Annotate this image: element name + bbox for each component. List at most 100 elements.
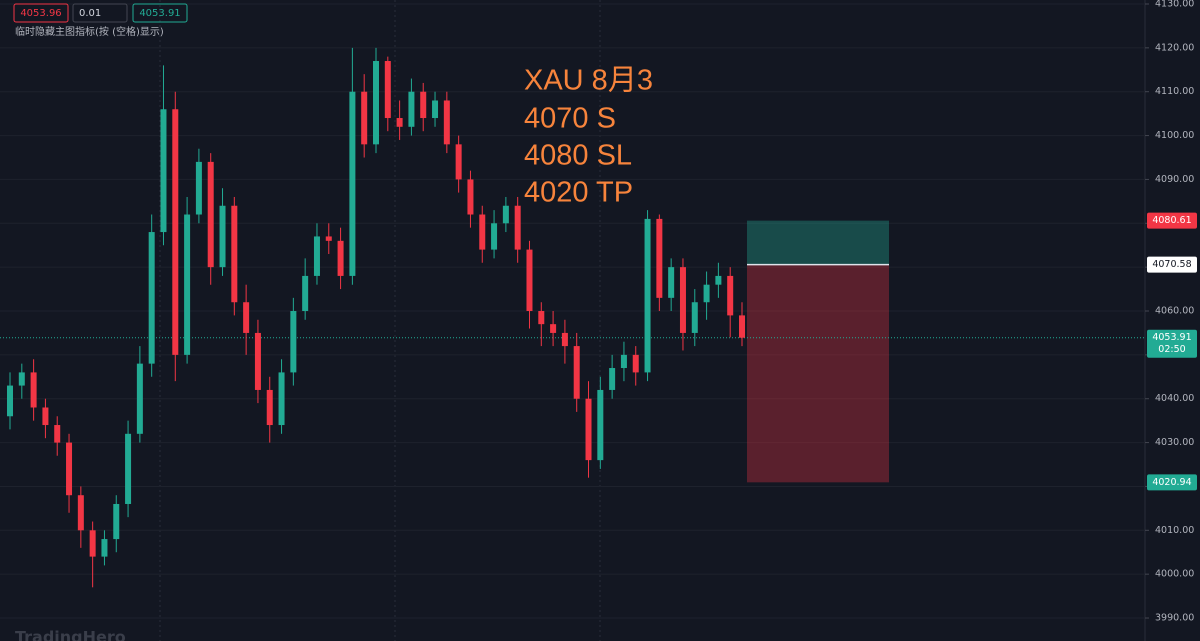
candle-body <box>420 91 427 119</box>
hint: 临时隐藏主图指标(按 (空格)显示) <box>15 25 164 38</box>
candle-body <box>42 407 49 426</box>
candle-body <box>668 267 675 298</box>
price-tag-label: 4070.58 <box>1152 259 1191 270</box>
candle-body <box>172 109 179 355</box>
candle-body <box>396 118 403 127</box>
target-zone <box>747 264 889 483</box>
annotation: 4070 S <box>524 103 616 135</box>
y-tick-label: 4100.00 <box>1155 130 1194 141</box>
candle-body <box>573 346 580 399</box>
candle-body <box>66 442 73 496</box>
buy-price[interactable]: 4053.91 <box>139 8 180 19</box>
candle-body <box>597 389 604 461</box>
candle-body <box>219 205 226 268</box>
countdown: 02:50 <box>1158 344 1185 355</box>
toolbar: 4053.96 0.01 4053.91 临时隐藏主图指标(按 (空格)显示) <box>13 3 188 38</box>
candle-body <box>715 275 722 285</box>
candle-body <box>349 91 356 276</box>
candle-body <box>526 249 533 312</box>
candle-body <box>408 91 415 127</box>
candle-body <box>18 372 25 386</box>
candle-body <box>656 218 663 298</box>
candle-body <box>502 205 509 224</box>
candle-body <box>585 398 592 461</box>
grid <box>0 3 1145 619</box>
candle-body <box>561 332 568 347</box>
candle-body <box>195 161 202 215</box>
candle-body <box>609 368 616 390</box>
y-tick-label: 4120.00 <box>1155 42 1194 53</box>
candle-body <box>207 161 214 268</box>
stop-zone <box>747 220 889 265</box>
annotation: 4080 SL <box>524 140 632 172</box>
qty-box[interactable] <box>72 3 128 23</box>
candle-body <box>455 144 462 180</box>
price-tag <box>1147 474 1197 491</box>
candle-body <box>254 332 261 390</box>
y-tick-label: 4110.00 <box>1155 86 1194 97</box>
candle-body <box>337 240 344 276</box>
y-tick-label: 4040.00 <box>1155 393 1194 404</box>
price-tag-label: 4080.61 <box>1152 215 1191 226</box>
candle-body <box>101 539 108 557</box>
watermark: TradingHero <box>15 628 126 641</box>
candle-body <box>620 354 627 369</box>
qty[interactable]: 0.01 <box>79 8 101 19</box>
candle-body <box>148 232 155 364</box>
candle-body <box>278 372 285 426</box>
candle-body <box>89 530 96 557</box>
candle-body <box>184 214 191 355</box>
candle-body <box>30 372 37 408</box>
candle-body <box>550 324 557 333</box>
candle-body <box>290 311 297 373</box>
candle-body <box>384 61 391 119</box>
price-tag-label: 4020.94 <box>1152 477 1191 488</box>
candle-body <box>231 205 238 303</box>
annotation: 4020 TP <box>524 177 633 209</box>
candle-body <box>443 100 450 145</box>
y-tick-label: 4130.00 <box>1155 0 1194 9</box>
candle-body <box>691 302 698 333</box>
annotation: XAU 8月3 <box>524 65 653 97</box>
candle-body <box>136 363 143 434</box>
candle-body <box>125 433 132 504</box>
candle-body <box>77 495 84 531</box>
y-tick-label: 4000.00 <box>1155 569 1194 580</box>
candle-body <box>373 61 379 145</box>
candle-body <box>467 179 474 215</box>
candle-body <box>313 236 320 276</box>
y-tick-label: 4090.00 <box>1155 174 1194 185</box>
candle-body <box>739 315 745 338</box>
sell-price[interactable]: 4053.96 <box>20 8 61 19</box>
buy-box[interactable] <box>132 3 188 23</box>
price-tag-label: 4053.91 <box>1152 332 1191 343</box>
candle-body <box>113 503 120 540</box>
candle-body <box>538 311 545 325</box>
candle-body <box>160 109 167 233</box>
candle-body <box>325 236 332 241</box>
candle-body <box>644 218 651 373</box>
candle-body <box>266 389 273 426</box>
candle-body <box>361 91 368 145</box>
marks <box>0 47 1145 588</box>
price-tag <box>1147 329 1197 358</box>
candle-body <box>54 425 61 443</box>
y-tick-label: 3990.00 <box>1155 613 1194 624</box>
y-tick-label: 4030.00 <box>1155 437 1194 448</box>
candle-body <box>514 205 521 250</box>
candle-body <box>632 354 639 373</box>
candle-body <box>7 385 13 417</box>
candle-body <box>679 267 686 333</box>
y-tick-label: 4010.00 <box>1155 525 1194 536</box>
candle-body <box>243 302 250 333</box>
sell-box[interactable] <box>13 3 69 23</box>
candle-body <box>302 275 309 312</box>
candle-body <box>432 100 439 119</box>
price-tag <box>1147 212 1197 229</box>
candle-body <box>479 214 486 250</box>
candle-body <box>703 284 710 303</box>
candle-body <box>727 275 734 316</box>
y-tick-label: 4060.00 <box>1155 306 1194 317</box>
price-tag <box>1147 256 1197 273</box>
